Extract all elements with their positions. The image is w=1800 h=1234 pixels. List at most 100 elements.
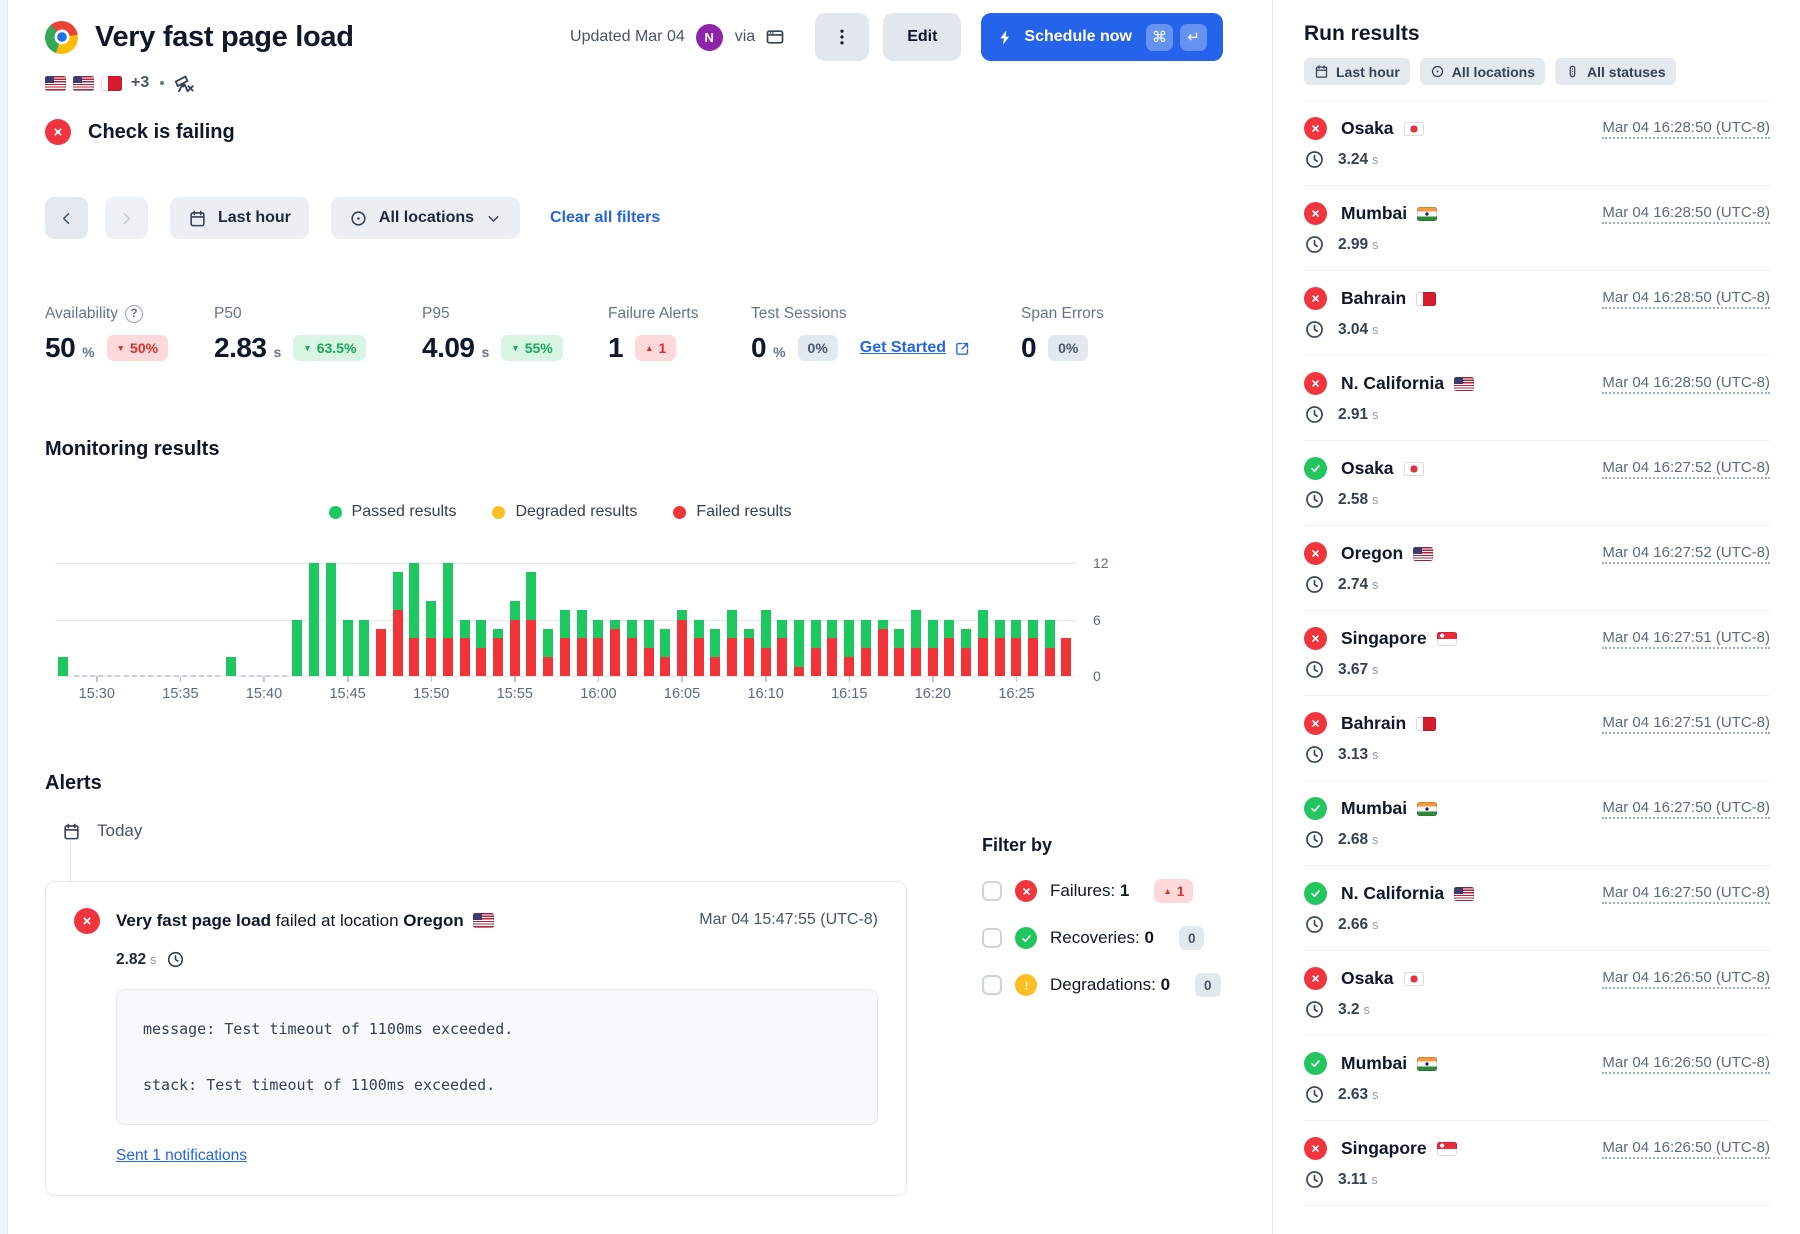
run-results-title: Run results (1304, 22, 1420, 45)
trend-badge: 0% (1048, 335, 1089, 361)
result-bar (459, 619, 470, 676)
bar-slot (306, 563, 323, 676)
failed-segment (710, 657, 721, 676)
stat-value-row: 0% 0% Get Started (751, 332, 1021, 364)
run-timestamp-link[interactable]: Mar 04 16:27:52 (UTC-8) (1602, 459, 1770, 479)
help-icon[interactable] (124, 305, 143, 323)
header-actions: Updated Mar 04 N via Edit Schedule now ⌘… (570, 13, 1223, 61)
run-results-filter-all-statuses[interactable]: All statuses (1555, 58, 1676, 85)
badge-value: 1 (658, 340, 667, 356)
run-timestamp-link[interactable]: Mar 04 16:26:50 (UTC-8) (1602, 969, 1770, 989)
edit-button[interactable]: Edit (883, 13, 962, 61)
filter-option-label: Degradations: 0 (1050, 975, 1171, 994)
next-period-button[interactable] (105, 197, 148, 239)
run-location: Osaka (1341, 968, 1394, 988)
passed-segment (743, 628, 754, 639)
passed-segment (426, 600, 437, 639)
locations-filter-button[interactable]: All locations (330, 197, 521, 239)
x-tick-label: 16:05 (663, 686, 701, 702)
calendar-icon (62, 822, 81, 841)
x-tick-label: 15:30 (78, 686, 115, 702)
failed-segment (426, 638, 437, 676)
get-started-link[interactable]: Get Started (860, 339, 971, 357)
bar-slot (523, 563, 540, 676)
run-timestamp-link[interactable]: Mar 04 16:28:50 (UTC-8) (1602, 289, 1770, 309)
failed-segment (693, 638, 704, 676)
stat-label-text: Span Errors (1021, 305, 1104, 322)
clear-all-filters-link[interactable]: Clear all filters (550, 209, 661, 226)
run-timestamp-link[interactable]: Mar 04 16:26:50 (UTC-8) (1602, 1054, 1770, 1074)
run-timestamp-link[interactable]: Mar 04 16:27:51 (UTC-8) (1602, 714, 1770, 734)
passed-segment (927, 619, 938, 648)
kebab-icon (832, 27, 852, 47)
run-duration-unit: s (1372, 492, 1379, 507)
passed-segment (459, 619, 470, 639)
passed-segment (977, 610, 988, 639)
clock-icon (1304, 149, 1325, 170)
alert-timestamp: Mar 04 15:47:55 (UTC-8) (699, 911, 878, 928)
tick-mark (848, 676, 850, 682)
bar-slot (506, 563, 523, 676)
empty-slot-dash (140, 675, 154, 677)
alerts-title: Alerts (45, 772, 102, 794)
stat-value: 2.83 (214, 332, 267, 363)
run-duration: 3.2 s (1304, 999, 1770, 1020)
stat-value: 0 (1021, 332, 1037, 363)
run-result-head: N. California Mar 04 16:27:50 (UTC-8) (1304, 882, 1770, 905)
location-flag (73, 75, 94, 91)
checkbox[interactable] (982, 928, 1002, 948)
trend-badge: ▼ 63.5% (293, 335, 367, 361)
run-duration-unit: s (1372, 917, 1379, 932)
run-duration: 3.13 s (1304, 744, 1770, 765)
result-bar (359, 619, 370, 676)
result-bar (911, 610, 922, 676)
notifications-link[interactable]: Sent 1 notifications (116, 1147, 247, 1164)
passed-segment (693, 619, 704, 639)
run-result-head: Mumbai Mar 04 16:27:50 (UTC-8) (1304, 797, 1770, 820)
run-timestamp-link[interactable]: Mar 04 16:28:50 (UTC-8) (1602, 119, 1770, 139)
result-bar (927, 619, 938, 676)
run-timestamp-link[interactable]: Mar 04 16:27:52 (UTC-8) (1602, 544, 1770, 564)
passed-segment (476, 619, 487, 648)
legend-item: Degraded results (492, 503, 637, 521)
bh-flag (1416, 291, 1437, 306)
run-duration-value: 2.74 (1338, 575, 1369, 593)
result-bar (626, 619, 637, 676)
run-timestamp-link[interactable]: Mar 04 16:27:51 (UTC-8) (1602, 629, 1770, 649)
run-timestamp-link[interactable]: Mar 04 16:27:50 (UTC-8) (1602, 884, 1770, 904)
x-tick: 16:00 (580, 676, 617, 702)
filter-option-count: 0 (1160, 975, 1171, 994)
exclamation-glyph (1019, 978, 1034, 993)
run-timestamp-link[interactable]: Mar 04 16:28:50 (UTC-8) (1602, 204, 1770, 224)
schedule-now-button[interactable]: Schedule now ⌘ ↵ (981, 13, 1223, 61)
previous-period-button[interactable] (45, 197, 88, 239)
check-glyph (1019, 931, 1034, 946)
failed-segment (1028, 638, 1039, 676)
badge-value: 0 (1204, 977, 1212, 993)
run-duration-value: 3.04 (1338, 320, 1369, 338)
time-range-filter-button[interactable]: Last hour (170, 197, 309, 239)
result-bar (760, 610, 771, 676)
result-bar (309, 563, 320, 676)
run-timestamp-link[interactable]: Mar 04 16:28:50 (UTC-8) (1602, 374, 1770, 394)
run-duration-value: 3.11 (1338, 1170, 1368, 1188)
run-duration-unit: s (1372, 322, 1379, 337)
run-results-filter-all-locations[interactable]: All locations (1419, 58, 1546, 85)
bar-slot (924, 563, 941, 676)
us-flag (472, 913, 494, 928)
run-timestamp-link[interactable]: Mar 04 16:27:50 (UTC-8) (1602, 799, 1770, 819)
result-bar (476, 619, 487, 676)
more-options-button[interactable] (815, 13, 870, 61)
timeline-connector (70, 841, 71, 881)
result-bar (1011, 619, 1022, 676)
x-tick: 15:35 (162, 676, 199, 702)
pill-label: Last hour (1336, 63, 1400, 80)
run-timestamp-link[interactable]: Mar 04 16:26:50 (UTC-8) (1602, 1139, 1770, 1159)
passed-segment (576, 610, 587, 639)
failed-segment (1011, 638, 1022, 676)
run-result-row: N. California Mar 04 16:28:50 (UTC-8) 2.91… (1304, 356, 1770, 441)
run-results-filter-last-hour[interactable]: Last hour (1304, 58, 1410, 85)
stat-value-row: 2.83 s ▼ 63.5% (214, 332, 422, 364)
checkbox[interactable] (982, 975, 1002, 995)
checkbox[interactable] (982, 881, 1002, 901)
